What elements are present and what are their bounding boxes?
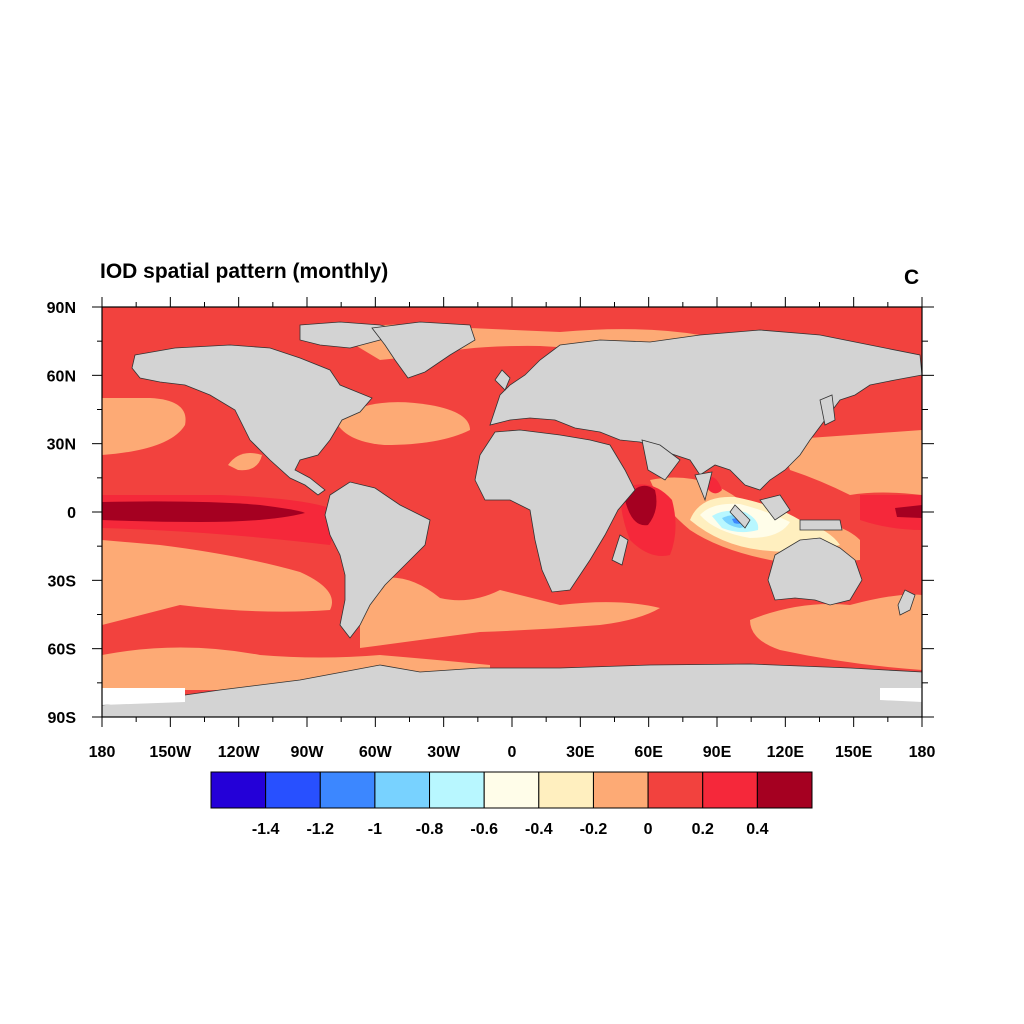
colorbar-labels: -1.4 -1.2 -1 -0.8 -0.6 -0.4 -0.2 0 0.2 0.4 (252, 821, 769, 838)
longitude-labels: 180 150W 120W 90W 60W 30W 0 30E 60E 90E 120E 150E 18… (89, 744, 936, 761)
lat-tick-label: 30N (47, 437, 76, 454)
lon-tick-label: 30W (427, 744, 461, 761)
north-america (131, 344, 373, 496)
masked-area-west (102, 688, 185, 705)
colorbar-tick-label: 0.2 (692, 821, 714, 838)
lon-tick-label: 120E (767, 744, 805, 761)
eurasia (489, 329, 922, 491)
lon-tick-label: 90W (291, 744, 325, 761)
colorbar-tick-label: -0.4 (525, 821, 553, 838)
contour-north-atlantic (335, 402, 470, 445)
colorbar-tick-label: -1.2 (306, 821, 334, 838)
colorbar-tick-label: -1 (368, 821, 382, 838)
british-isles (494, 369, 511, 391)
lon-tick-label: 120W (218, 744, 261, 761)
borneo (759, 494, 791, 521)
contour-west-pacific-warm (860, 495, 922, 530)
contour-nino-core (102, 501, 305, 522)
colorbar-swatch (374, 771, 431, 809)
lon-tick-label: 60E (634, 744, 663, 761)
colorbar-swatch (538, 771, 594, 809)
colorbar-swatch (210, 771, 267, 809)
lon-tick-label: 0 (508, 744, 517, 761)
lon-tick-label: 30E (566, 744, 595, 761)
colorbar-swatch (265, 771, 321, 809)
lon-tick-label: 150E (835, 744, 873, 761)
latitude-labels: 90N 60N 30N 0 30S 60S 90S (47, 300, 77, 727)
contour-subtropical-pacific (228, 452, 262, 471)
plot-area (102, 307, 922, 717)
axis-ticks (92, 297, 934, 727)
new-zealand (897, 589, 916, 616)
contour-southern-ocean-pacific (750, 594, 922, 670)
lat-tick-label: 30S (48, 573, 77, 590)
lon-tick-label: 90E (703, 744, 732, 761)
madagascar (611, 534, 629, 566)
colorbar-swatch (756, 771, 813, 809)
africa (474, 429, 636, 593)
lon-tick-label: 180 (909, 744, 936, 761)
colorbar-tick-label: 0.4 (746, 821, 768, 838)
japan (819, 394, 836, 426)
lat-tick-label: 90N (47, 300, 76, 317)
sumatra (729, 504, 751, 529)
contour-south-pacific-west (102, 540, 332, 625)
lat-tick-label: 0 (67, 505, 76, 522)
map-title: IOD spatial pattern (monthly) (100, 260, 389, 283)
antarctica (102, 663, 922, 717)
colorbar-swatch (319, 771, 376, 809)
colorbar-tick-label: 0 (644, 821, 653, 838)
land-masses (102, 321, 922, 717)
australia (767, 537, 863, 606)
lon-tick-label: 60W (359, 744, 393, 761)
greenland (371, 321, 476, 379)
arabian-peninsula (641, 439, 681, 481)
contour-south-pacific-band (102, 590, 260, 600)
contour-west-iod-core (625, 485, 657, 526)
contour-dateline-core (895, 505, 922, 518)
lon-tick-label: 180 (89, 744, 116, 761)
lat-tick-label: 90S (48, 710, 77, 727)
colorbar-swatch (647, 771, 704, 809)
colorbar (210, 771, 813, 809)
lat-tick-label: 60N (47, 368, 76, 385)
colorbar-tick-label: -0.6 (470, 821, 498, 838)
colorbar-tick-label: -0.8 (416, 821, 444, 838)
contour-north-pacific (102, 398, 186, 455)
contour-northwest-pacific (780, 430, 922, 495)
india (694, 471, 713, 502)
lon-tick-label: 150W (149, 744, 192, 761)
new-guinea (799, 519, 843, 531)
colorbar-tick-label: -0.2 (580, 821, 608, 838)
south-america (324, 481, 431, 639)
masked-area-east (880, 688, 922, 702)
contour-south-atlantic (360, 577, 660, 648)
colorbar-swatch (702, 771, 758, 809)
panel-label: C (904, 266, 920, 289)
lat-tick-label: 60S (48, 642, 77, 659)
colorbar-swatch (592, 771, 649, 809)
colorbar-tick-label: -1.4 (252, 821, 280, 838)
colorbar-swatch (483, 771, 540, 809)
colorbar-swatch (429, 771, 485, 809)
